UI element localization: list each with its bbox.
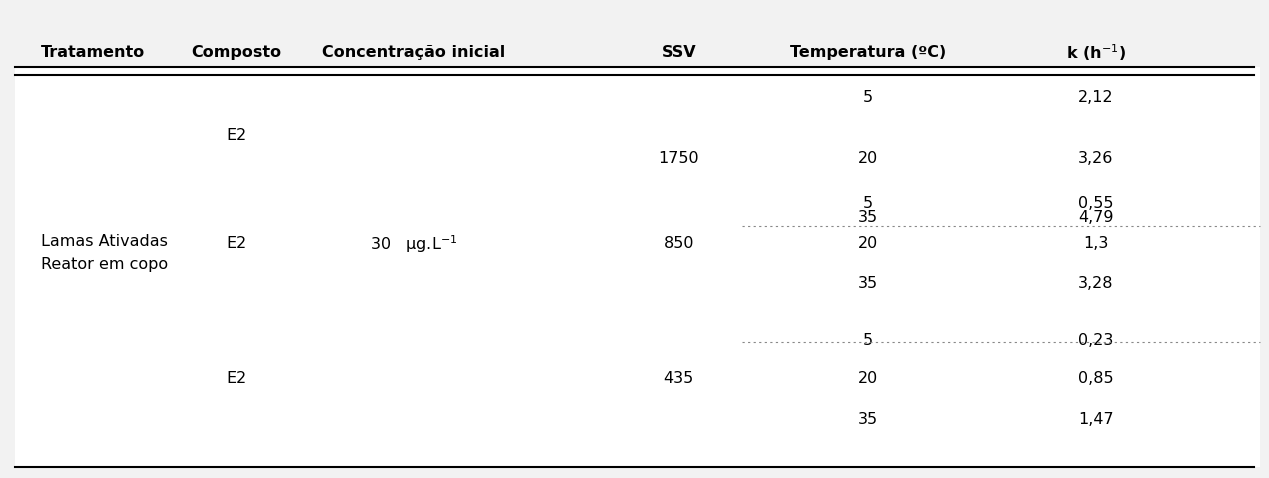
Text: SSV: SSV (661, 45, 695, 60)
Text: Lamas Ativadas: Lamas Ativadas (41, 234, 168, 249)
Text: Composto: Composto (192, 45, 282, 60)
Text: 20: 20 (858, 151, 878, 166)
Text: Reator em copo: Reator em copo (41, 258, 168, 272)
Text: 1,3: 1,3 (1082, 236, 1108, 251)
Text: Temperatura (ºC): Temperatura (ºC) (791, 45, 947, 60)
Text: 1,47: 1,47 (1077, 412, 1113, 427)
Text: 3,28: 3,28 (1077, 276, 1113, 292)
Text: 30   µg.L$^{-1}$: 30 µg.L$^{-1}$ (369, 233, 457, 255)
Text: Tratamento: Tratamento (41, 45, 145, 60)
Text: 0,85: 0,85 (1077, 371, 1113, 386)
Text: 4,79: 4,79 (1077, 210, 1113, 225)
Text: Concentração inicial: Concentração inicial (322, 45, 505, 60)
Text: 3,26: 3,26 (1077, 151, 1113, 166)
Text: 5: 5 (863, 333, 873, 348)
Text: 435: 435 (664, 371, 694, 386)
Text: 35: 35 (858, 210, 878, 225)
Text: 0,55: 0,55 (1077, 196, 1113, 211)
Text: 5: 5 (863, 196, 873, 211)
Text: 35: 35 (858, 276, 878, 292)
Text: 5: 5 (863, 90, 873, 105)
Text: E2: E2 (226, 236, 246, 251)
Text: 850: 850 (664, 236, 694, 251)
Text: 35: 35 (858, 412, 878, 427)
Text: 2,12: 2,12 (1077, 90, 1113, 105)
Text: 20: 20 (858, 236, 878, 251)
Text: 0,23: 0,23 (1077, 333, 1113, 348)
FancyBboxPatch shape (15, 66, 1260, 467)
Text: E2: E2 (226, 371, 246, 386)
Text: k (h$^{-1}$): k (h$^{-1}$) (1066, 42, 1126, 63)
Text: E2: E2 (226, 128, 246, 142)
Text: 1750: 1750 (659, 151, 699, 166)
Text: 20: 20 (858, 371, 878, 386)
